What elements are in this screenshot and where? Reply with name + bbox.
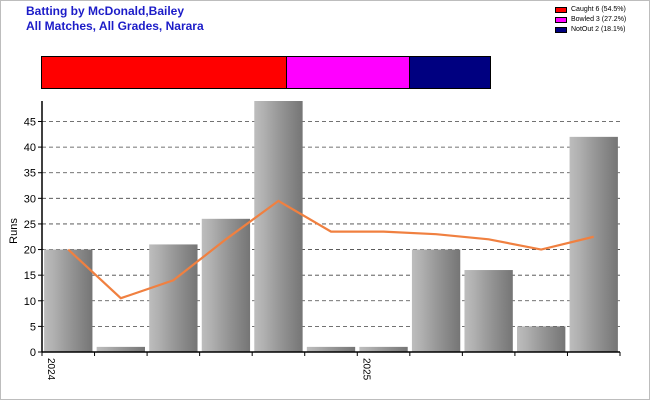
y-tick-label-45: 45 bbox=[24, 116, 36, 128]
legend-label-notout: NotOut 2 (18.1%) bbox=[571, 26, 626, 33]
y-tick-label-25: 25 bbox=[24, 219, 36, 231]
legend-swatch-caught bbox=[555, 7, 567, 13]
y-tick-label-15: 15 bbox=[24, 270, 36, 282]
y-tick-label-20: 20 bbox=[24, 245, 36, 257]
bar-6 bbox=[359, 346, 408, 352]
dist-segment-1 bbox=[286, 57, 409, 88]
chart-title: Batting by McDonald,Bailey All Matches, … bbox=[26, 4, 204, 34]
trend-line bbox=[67, 199, 594, 300]
y-tick-label-10: 10 bbox=[24, 296, 36, 308]
bar-3 bbox=[201, 218, 251, 352]
bar-9 bbox=[517, 326, 566, 352]
y-tick-label-35: 35 bbox=[24, 168, 36, 180]
bar-0 bbox=[44, 249, 93, 352]
y-axis-label: Runs bbox=[8, 218, 20, 244]
bar-7 bbox=[411, 249, 461, 352]
legend-swatch-notout bbox=[555, 27, 567, 33]
bar-8 bbox=[464, 270, 513, 352]
y-tick-label-0: 0 bbox=[30, 347, 36, 359]
chart-title-line2: All Matches, All Grades, Narara bbox=[26, 19, 204, 33]
y-tick-label-5: 5 bbox=[30, 321, 36, 333]
legend-item-caught: Caught 6 (54.5%) bbox=[555, 5, 626, 15]
grid-lines bbox=[42, 121, 620, 327]
trend-line-group bbox=[67, 199, 594, 300]
x-tick-label-2025: 2025 bbox=[360, 358, 371, 381]
legend-label-bowled: Bowled 3 (27.2%) bbox=[571, 16, 627, 23]
dist-segment-2 bbox=[408, 57, 490, 88]
y-tick-label-40: 40 bbox=[24, 142, 36, 154]
bar-1 bbox=[96, 346, 145, 352]
x-tick-label-2024: 2024 bbox=[45, 358, 56, 381]
bar-10 bbox=[569, 136, 618, 352]
legend-label-caught: Caught 6 (54.5%) bbox=[571, 6, 626, 13]
y-tick-label-30: 30 bbox=[24, 193, 36, 205]
bar-4 bbox=[254, 101, 303, 352]
legend: Caught 6 (54.5%) Bowled 3 (27.2%) NotOut… bbox=[555, 5, 626, 35]
dismissal-distribution-bar bbox=[41, 56, 491, 89]
legend-swatch-bowled bbox=[555, 17, 567, 23]
legend-item-notout: NotOut 2 (18.1%) bbox=[555, 25, 626, 35]
bar-5 bbox=[306, 346, 356, 352]
chart-title-line1: Batting by McDonald,Bailey bbox=[26, 4, 185, 18]
dist-segment-0 bbox=[42, 57, 287, 88]
bars bbox=[44, 101, 618, 352]
legend-item-bowled: Bowled 3 (27.2%) bbox=[555, 15, 626, 25]
bar-2 bbox=[149, 244, 198, 352]
